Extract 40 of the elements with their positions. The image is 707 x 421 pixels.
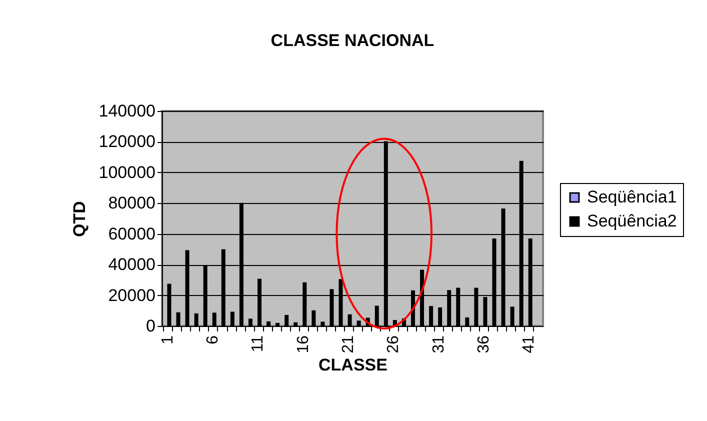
legend-label: Seqüência1	[587, 188, 677, 206]
x-tick-label: 11	[250, 335, 267, 352]
x-tick-label: 26	[385, 335, 402, 354]
chart-title: CLASSE NACIONAL	[270, 31, 434, 50]
bar	[438, 307, 442, 326]
bar	[294, 322, 298, 326]
y-tick-label: 120000	[98, 132, 156, 152]
bar	[465, 317, 470, 326]
x-tick-label: 6	[204, 335, 222, 344]
bar	[276, 322, 280, 326]
y-tick-label: 20000	[108, 286, 156, 305]
x-tick-label: 41	[520, 335, 538, 354]
legend-label: Seqüência2	[587, 212, 677, 230]
bar	[312, 310, 316, 326]
bar	[248, 318, 252, 326]
y-tick-label: 140000	[98, 102, 156, 120]
bar	[348, 314, 352, 326]
x-axis-title: CLASSE	[318, 355, 388, 374]
bar	[230, 312, 234, 326]
y-tick-label: 80000	[108, 194, 156, 213]
x-tick-label: 36	[475, 335, 492, 354]
y-tick-label: 60000	[108, 224, 156, 244]
bar	[356, 320, 361, 326]
y-tick-label: 100000	[98, 162, 156, 182]
y-axis-title: QTD	[70, 201, 89, 237]
bar	[374, 306, 379, 326]
bar	[266, 321, 271, 326]
bar	[429, 306, 434, 326]
bar	[320, 322, 325, 326]
bar	[212, 312, 216, 326]
bar	[510, 306, 514, 326]
bar	[284, 314, 289, 326]
y-tick-label: 40000	[108, 255, 156, 274]
bar	[194, 313, 198, 326]
x-tick-label: 31	[430, 335, 448, 354]
y-tick-label: 0	[146, 316, 156, 336]
x-tick-label: 16	[294, 335, 312, 354]
x-tick-label: 21	[340, 335, 357, 354]
x-tick-label: 1	[159, 335, 176, 344]
bar	[176, 312, 180, 326]
